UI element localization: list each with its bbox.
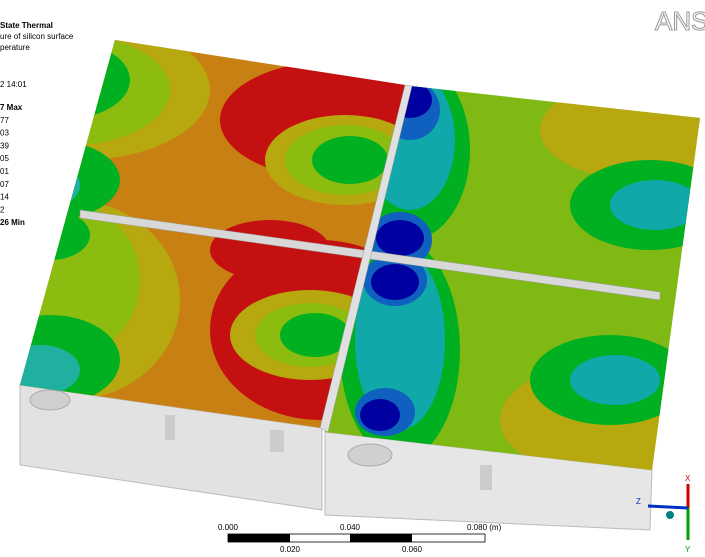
legend-label: 39 [0, 141, 9, 150]
scale-bar: 0.000 0.040 0.080 (m) 0.020 0.060 [218, 523, 502, 554]
model-base [19, 384, 653, 531]
header-line: ure of silicon surface [0, 32, 74, 41]
legend-label: 2 [0, 205, 5, 214]
logo: ANS [655, 6, 705, 36]
header-line: 2 14:01 [0, 80, 27, 89]
gap-vertical [319, 84, 413, 433]
scale-label: 0.060 [402, 545, 423, 554]
legend-label: 14 [0, 193, 9, 202]
legend-label: 03 [0, 129, 9, 138]
header-line: State Thermal [0, 21, 53, 30]
legend-label: 07 [0, 180, 9, 189]
legend: 7 Max 77 03 39 05 01 07 14 2 26 Min [0, 103, 25, 227]
axis-triad: X Y Z [636, 474, 691, 554]
legend-label: 7 Max [0, 103, 23, 112]
axis-label: Z [636, 497, 641, 506]
scale-label: 0.000 [218, 523, 239, 532]
axis-label: X [685, 474, 691, 483]
scale-label: 0.080 (m) [467, 523, 502, 532]
scale-label: 0.020 [280, 545, 301, 554]
header-line: perature [0, 43, 30, 52]
legend-label: 05 [0, 154, 9, 163]
legend-label: 01 [0, 167, 9, 176]
legend-label: 26 Min [0, 218, 25, 227]
axis-label: Y [685, 545, 691, 554]
scale-label: 0.040 [340, 523, 361, 532]
legend-label: 77 [0, 116, 9, 125]
